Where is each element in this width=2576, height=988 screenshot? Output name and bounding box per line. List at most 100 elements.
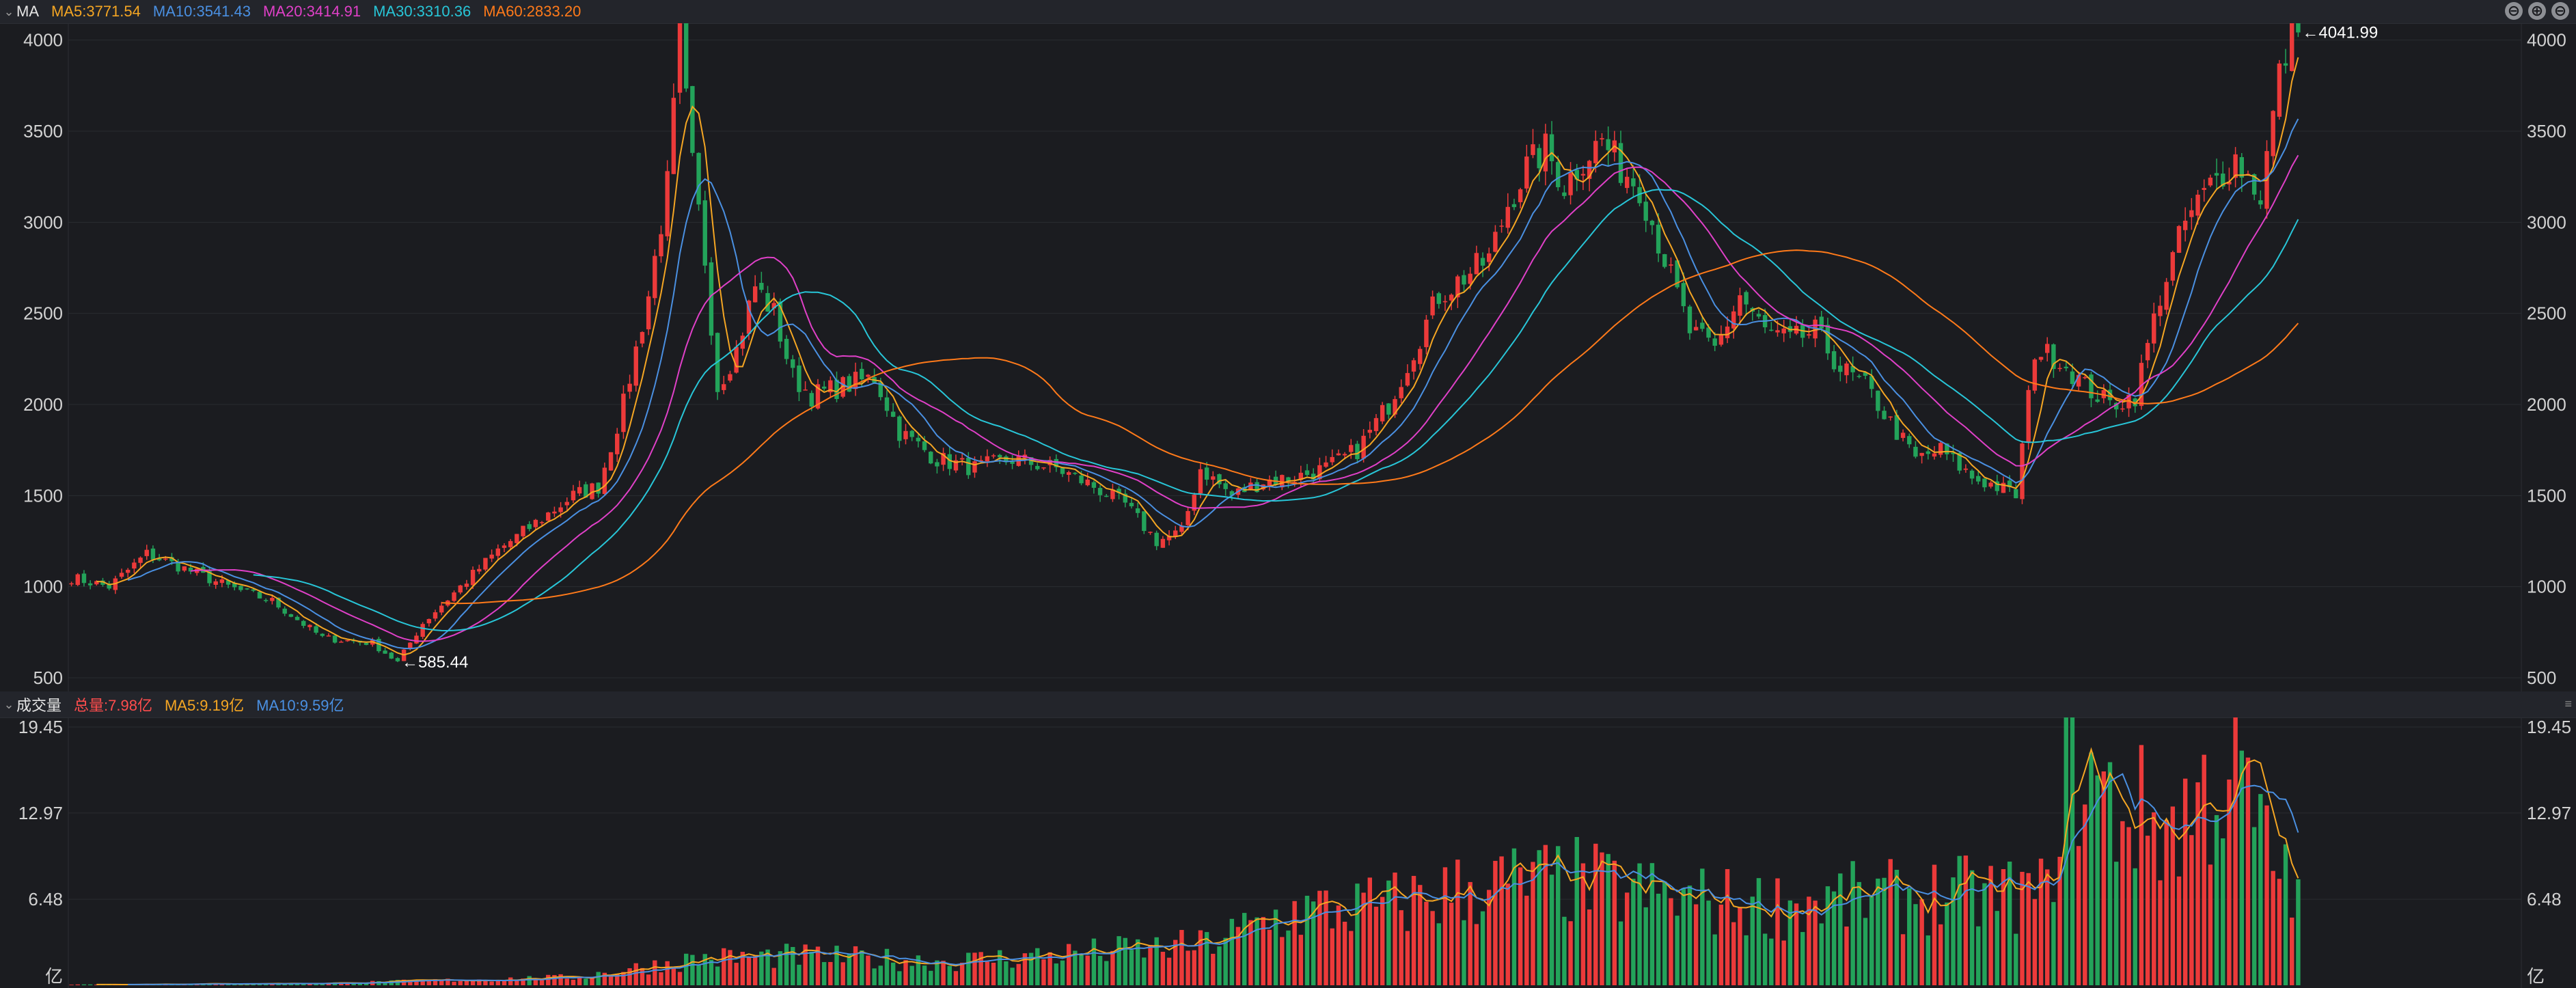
collapse-chevron-icon[interactable]: ⌄ <box>3 4 14 18</box>
price-chart[interactable]: 500 1000 1500 2000 2500 3000 3500 4000 500 1000 1… <box>0 23 2576 691</box>
candle-body <box>1580 174 1586 176</box>
candle-body <box>1079 475 1084 484</box>
candle <box>1211 471 1216 486</box>
candle-body <box>464 584 469 587</box>
volume-bar <box>433 979 438 985</box>
candle <box>1455 274 1460 308</box>
candle-body <box>1129 502 1134 506</box>
candle-body <box>2007 480 2012 488</box>
candle <box>477 564 482 575</box>
candle <box>1418 346 1423 370</box>
candle-body <box>1411 360 1416 372</box>
candle-body <box>1693 327 1699 331</box>
volume-bar <box>953 971 959 985</box>
candle <box>1687 304 1693 340</box>
candle <box>1474 245 1479 275</box>
candle-body <box>1669 264 1673 266</box>
volume-bar <box>1035 948 1040 985</box>
volume-chart[interactable]: 6.48 12.97 19.45 6.48 12.97 19.45 亿 亿 <box>0 717 2576 988</box>
candle <box>1349 439 1354 459</box>
candle-body <box>2164 282 2169 310</box>
candle-body <box>972 461 977 473</box>
candle <box>633 340 638 392</box>
candle-body <box>1562 192 1567 196</box>
candle <box>759 271 764 293</box>
volume-bar <box>1399 910 1403 985</box>
candle-body <box>1926 451 1931 454</box>
candle-body <box>1869 376 1874 389</box>
candle-body <box>1995 481 1999 491</box>
candle-body <box>1179 525 1184 532</box>
price-tick-label: 1500 <box>2527 485 2566 506</box>
candle <box>1386 402 1391 420</box>
volume-bar <box>890 962 896 985</box>
volume-bar <box>1718 904 1724 985</box>
volume-bar <box>1813 901 1818 985</box>
candle-body <box>1054 458 1059 467</box>
candle-body <box>339 642 344 643</box>
volume-bar <box>1280 937 1285 985</box>
volume-bar <box>439 980 444 985</box>
volume-bar <box>1819 923 1824 985</box>
legend-ma5: MA5:3771.54 <box>51 3 141 20</box>
collapse-chevron-icon[interactable]: ⌄ <box>3 697 14 711</box>
candle-body <box>627 383 632 392</box>
legend-ma60: MA60:2833.20 <box>483 3 581 20</box>
volume-bar <box>947 965 952 985</box>
candle-body <box>853 372 858 389</box>
volume-bar <box>903 960 908 985</box>
price-tick-label: 2000 <box>2527 394 2566 415</box>
candle-body <box>821 386 827 389</box>
zoom-in-icon[interactable]: ⊕ <box>2528 2 2546 20</box>
candle-body <box>1487 253 1492 262</box>
candle-body <box>125 569 131 573</box>
minimize-icon[interactable]: ⊖ <box>2551 2 2569 20</box>
candlestick-series <box>69 23 2301 663</box>
candle-body <box>2026 389 2031 443</box>
price-indicator-title[interactable]: MA <box>16 3 39 20</box>
candle <box>1819 310 1824 332</box>
candle-body <box>2271 111 2275 156</box>
candle-body <box>1217 474 1222 484</box>
candle <box>2020 440 2025 504</box>
volume-bar <box>2020 872 2025 985</box>
candle-body <box>1004 456 1009 463</box>
volume-bar <box>1097 956 1103 985</box>
panel-menu-icon[interactable]: ≡ <box>2564 697 2572 711</box>
ma30-line <box>253 189 2299 632</box>
candle-body <box>100 580 105 585</box>
candle <box>1700 316 1705 332</box>
candle-body <box>2176 225 2182 253</box>
candle <box>2251 173 2257 200</box>
candle-body <box>1662 253 1667 267</box>
volume-bar <box>1135 939 1140 985</box>
candle-body <box>150 548 156 560</box>
candle <box>69 581 74 587</box>
volume-bar <box>2038 858 2044 985</box>
candle-body <box>1393 399 1397 415</box>
candle-body <box>916 437 921 441</box>
candle-body <box>815 384 821 409</box>
candle-body <box>87 583 93 586</box>
volume-bar <box>1085 955 1090 985</box>
volume-bar <box>1054 963 1059 985</box>
volume-bar <box>1750 896 1755 985</box>
candle <box>1919 452 1924 464</box>
volume-indicator-title[interactable]: 成交量 <box>16 697 62 714</box>
volume-bar <box>314 983 318 985</box>
zoom-out-icon[interactable]: ⊖ <box>2505 2 2523 20</box>
candle <box>683 23 689 92</box>
volume-bar <box>1123 937 1128 985</box>
candle <box>1606 126 1611 166</box>
candle <box>458 584 463 594</box>
candle <box>314 622 318 635</box>
volume-bar <box>878 965 883 985</box>
volume-bar <box>1969 870 1975 985</box>
volume-bar <box>897 971 902 985</box>
candle <box>2239 153 2245 192</box>
candle <box>113 575 118 594</box>
volume-bar <box>1217 946 1222 985</box>
candle <box>1060 467 1065 478</box>
candle-body <box>1769 329 1774 331</box>
candle-body <box>615 433 620 454</box>
